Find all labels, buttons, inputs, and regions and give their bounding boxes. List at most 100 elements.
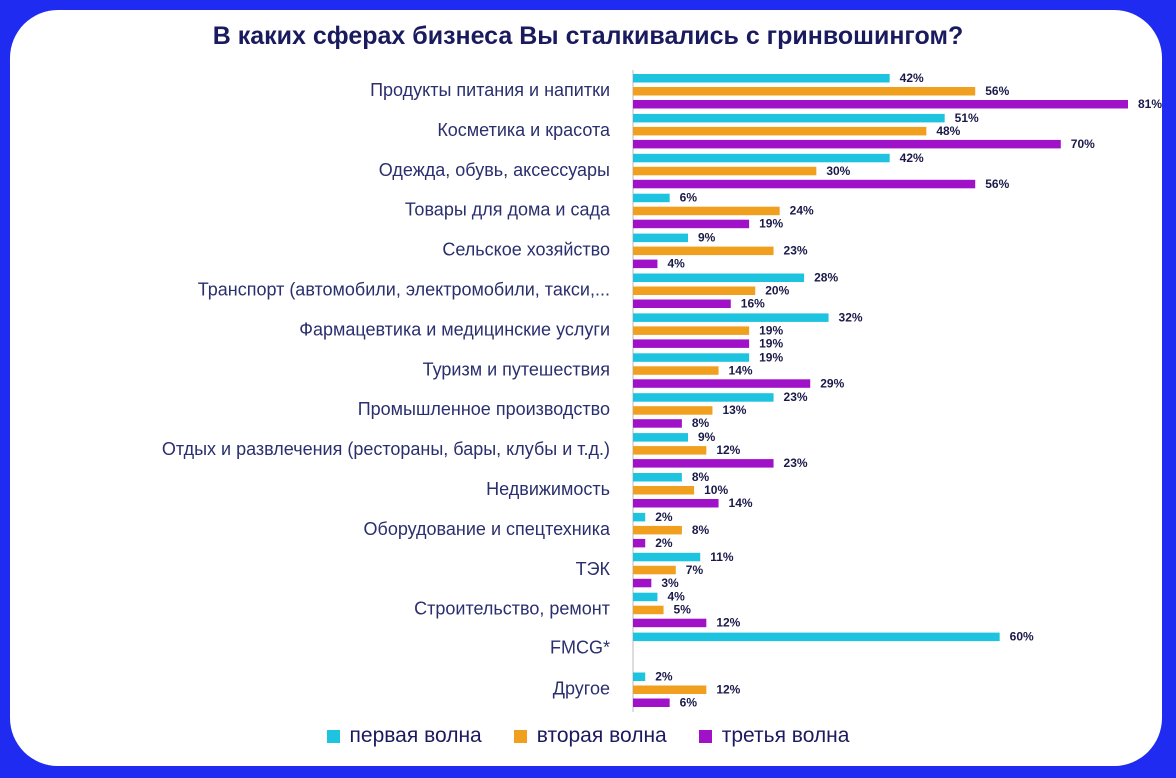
data-label: 9%: [698, 231, 716, 245]
data-label: 8%: [692, 470, 710, 484]
legend-label: вторая волна: [536, 724, 667, 747]
bar: [633, 246, 774, 256]
data-label: 8%: [692, 523, 710, 537]
legend: первая волна вторая волна третья волна: [0, 724, 1176, 748]
bar: [633, 326, 750, 335]
category-label: Недвижимость: [486, 479, 610, 499]
category-label: Строительство, ремонт: [414, 599, 610, 619]
data-label: 42%: [900, 151, 924, 165]
bar: [633, 685, 707, 694]
data-label: 30%: [826, 164, 850, 178]
data-label: 28%: [814, 271, 838, 285]
bar: [633, 592, 658, 602]
data-label: 60%: [1010, 630, 1034, 644]
category-label: Транспорт (автомобили, электромобили, та…: [198, 280, 610, 300]
legend-item-first-wave: первая волна: [326, 724, 482, 748]
category-label: Продукты питания и напитки: [370, 80, 610, 100]
bar: [633, 100, 1128, 109]
bar: [633, 353, 750, 362]
data-label: 5%: [674, 603, 692, 617]
data-label: 81%: [1138, 97, 1162, 111]
bar: [633, 605, 664, 615]
bar: [633, 393, 774, 402]
data-label: 19%: [759, 336, 783, 350]
data-label: 13%: [722, 403, 746, 417]
bar: [633, 179, 976, 189]
bar: [633, 578, 652, 588]
category-label: Фармацевтика и медицинские услуги: [299, 319, 610, 339]
data-label: 32%: [839, 310, 863, 324]
data-label: 19%: [759, 217, 783, 231]
data-label: 6%: [680, 191, 698, 205]
category-label: Туризм и путешествия: [423, 359, 610, 379]
data-label: 48%: [936, 124, 960, 138]
bar: [633, 486, 695, 495]
category-label: Оборудование и спецтехника: [364, 519, 611, 539]
bar: [633, 366, 719, 375]
data-label: 14%: [729, 363, 753, 377]
bar: [633, 87, 976, 96]
category-label: ТЭК: [576, 559, 611, 579]
bar: [633, 525, 682, 535]
bar: [633, 406, 713, 415]
data-label: 24%: [790, 204, 814, 218]
category-label: FMCG*: [550, 638, 610, 658]
bar: [633, 313, 829, 322]
category-label: Товары для дома и сада: [405, 200, 611, 220]
bar: [633, 446, 707, 455]
data-label: 56%: [985, 177, 1009, 191]
data-label: 2%: [655, 670, 673, 684]
data-label: 2%: [655, 536, 673, 550]
data-label: 14%: [729, 496, 753, 510]
legend-swatch: [326, 729, 340, 743]
category-label: Сельское хозяйство: [442, 240, 610, 260]
data-label: 9%: [698, 430, 716, 444]
bar: [633, 219, 750, 229]
data-label: 42%: [900, 71, 924, 85]
bar: [633, 139, 1061, 149]
bar: [633, 433, 688, 442]
data-label: 12%: [716, 443, 740, 457]
category-label: Другое: [553, 679, 610, 699]
data-label: 20%: [765, 284, 789, 298]
bar: [633, 473, 682, 482]
bar: [633, 153, 890, 163]
data-label: 7%: [686, 563, 704, 577]
data-label: 2%: [655, 510, 673, 524]
data-label: 12%: [716, 683, 740, 697]
bar: [633, 459, 774, 468]
bar: [633, 538, 646, 548]
data-label: 12%: [716, 616, 740, 630]
bar: [633, 618, 707, 628]
data-label: 29%: [820, 376, 844, 390]
bar: [633, 565, 676, 575]
data-label: 56%: [985, 84, 1009, 98]
category-label: Одежда, обувь, аксессуары: [379, 160, 610, 180]
bar: [633, 166, 817, 176]
bar: [633, 299, 731, 308]
data-label: 8%: [692, 416, 710, 430]
bar: [633, 74, 890, 83]
bar: [633, 499, 719, 508]
data-label: 51%: [955, 111, 979, 125]
bar: [633, 552, 701, 562]
category-label: Отдых и развлечения (рестораны, бары, кл…: [162, 439, 610, 459]
bar: [633, 379, 811, 388]
legend-item-third-wave: третья волна: [698, 724, 849, 748]
bar: [633, 512, 646, 522]
data-label: 23%: [784, 244, 808, 258]
bar: [633, 193, 670, 203]
data-label: 23%: [784, 456, 808, 470]
bar: [633, 698, 670, 707]
category-label: Косметика и красота: [437, 120, 611, 140]
bar: [633, 632, 1000, 642]
data-label: 16%: [741, 297, 765, 311]
chart-title: В каких сферах бизнеса Вы сталкивались с…: [212, 22, 964, 50]
data-label: 11%: [710, 550, 734, 564]
data-label: 10%: [704, 483, 728, 497]
data-label: 19%: [759, 323, 783, 337]
data-label: 70%: [1071, 137, 1095, 151]
legend-label: первая волна: [349, 724, 482, 747]
data-label: 4%: [667, 590, 685, 604]
